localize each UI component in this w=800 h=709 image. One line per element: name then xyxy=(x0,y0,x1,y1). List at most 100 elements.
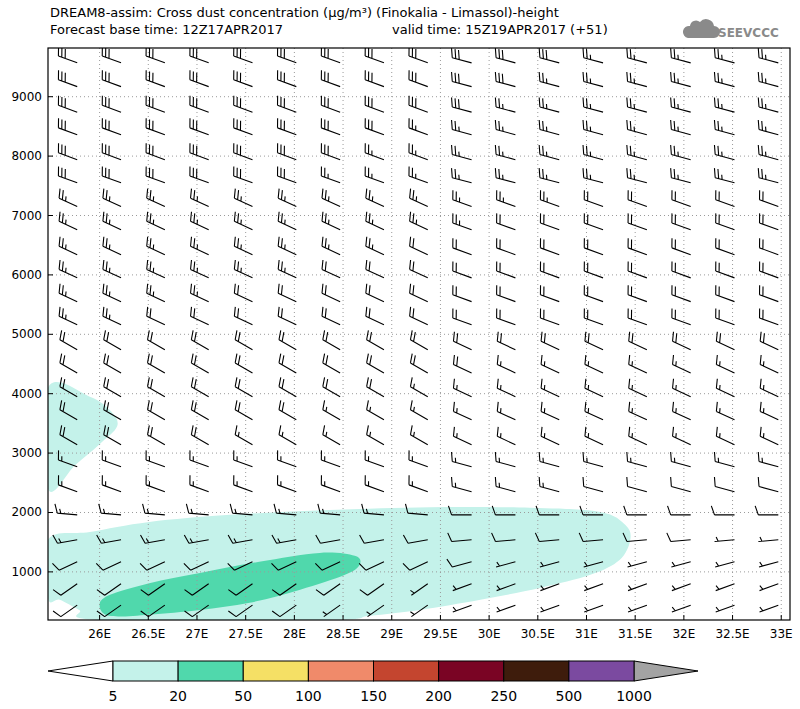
wind-barb xyxy=(365,70,384,86)
barb-staff xyxy=(584,308,603,324)
y-tick xyxy=(48,215,53,216)
barb-staff xyxy=(583,452,603,467)
colorbar-label: 1000 xyxy=(616,688,652,704)
wind-barb xyxy=(453,605,472,612)
wind-barb xyxy=(409,475,428,491)
wind-barb xyxy=(671,120,691,135)
barb-staff xyxy=(453,427,471,445)
barb-staff xyxy=(365,143,384,159)
wind-barb xyxy=(97,535,121,543)
wind-barb xyxy=(716,332,734,350)
wind-barb xyxy=(405,504,427,515)
wind-barb xyxy=(535,533,559,542)
wind-barb xyxy=(409,143,428,159)
wind-barb xyxy=(60,330,77,349)
wind-barb xyxy=(410,330,427,349)
wind-barb xyxy=(148,354,165,373)
wind-barb xyxy=(60,400,77,419)
y-tick xyxy=(48,334,53,335)
wind-barb xyxy=(495,477,515,492)
barb-staff xyxy=(365,166,384,182)
wind-barb xyxy=(758,537,778,542)
grid-line-y xyxy=(48,512,790,513)
barb-staff xyxy=(453,355,471,373)
wind-barb xyxy=(672,605,691,612)
colorbar-label: 250 xyxy=(490,688,517,704)
wind-barb xyxy=(410,377,427,396)
wind-barb xyxy=(673,427,691,445)
wind-barb xyxy=(190,118,209,134)
barb-staff xyxy=(102,143,121,159)
wind-barb xyxy=(715,562,734,567)
wind-barb xyxy=(190,475,209,491)
barb-staff xyxy=(234,307,252,325)
wind-barb xyxy=(497,308,516,324)
barb-staff xyxy=(448,533,472,542)
barb-staff xyxy=(760,402,778,420)
barb-staff xyxy=(140,562,165,570)
colorbar-under xyxy=(48,661,113,681)
barb-staff xyxy=(272,605,296,616)
barb-staff xyxy=(322,260,340,278)
wind-barb xyxy=(228,584,252,595)
barb-staff xyxy=(102,48,121,63)
barb-staff xyxy=(671,168,691,183)
wind-barb xyxy=(191,189,209,207)
colorbar-label: 500 xyxy=(556,688,583,704)
wind-barb xyxy=(760,402,778,420)
barb-staff xyxy=(191,260,209,278)
barb-staff xyxy=(53,584,77,595)
wind-barb xyxy=(228,535,252,543)
wind-barb xyxy=(495,145,515,160)
wind-barb xyxy=(672,190,691,206)
barb-staff xyxy=(453,308,472,324)
barb-staff xyxy=(103,307,121,325)
wind-barb xyxy=(146,450,165,466)
barb-staff xyxy=(497,238,516,254)
x-tick-label: 27E xyxy=(186,627,209,641)
barb-staff xyxy=(623,533,647,542)
wind-barb xyxy=(671,72,691,87)
wind-barb xyxy=(760,213,779,229)
wind-barb xyxy=(714,168,734,183)
wind-barb xyxy=(367,400,384,419)
barb-staff xyxy=(583,477,603,492)
barb-staff xyxy=(321,475,340,491)
barb-staff xyxy=(452,168,472,183)
barb-staff xyxy=(234,237,252,255)
wind-barb xyxy=(185,605,209,616)
barb-staff xyxy=(628,584,647,591)
barb-staff xyxy=(191,189,209,207)
barb-staff xyxy=(146,450,165,466)
barb-staff xyxy=(452,145,472,160)
barb-staff xyxy=(279,354,296,373)
barb-staff xyxy=(323,377,340,396)
barb-staff xyxy=(410,284,428,302)
wind-barb xyxy=(191,377,208,396)
barb-staff xyxy=(410,400,427,419)
barb-staff xyxy=(541,332,559,350)
x-tick-label: 32E xyxy=(672,627,695,641)
barb-staff xyxy=(716,261,735,277)
wind-barb xyxy=(452,120,472,135)
barb-staff xyxy=(146,166,165,182)
wind-barb xyxy=(585,332,603,350)
wind-barb xyxy=(495,452,515,467)
wind-barb xyxy=(540,584,559,591)
wind-barb xyxy=(409,70,428,86)
wind-barb xyxy=(715,537,735,542)
barb-staff xyxy=(410,307,428,325)
wind-barb xyxy=(323,330,340,349)
barb-staff xyxy=(146,70,165,86)
wind-barb xyxy=(453,213,472,229)
wind-barb xyxy=(716,285,735,301)
wind-barb xyxy=(716,355,734,373)
barb-staff xyxy=(716,379,734,397)
barb-staff xyxy=(321,96,340,112)
barb-staff xyxy=(102,96,121,112)
barb-staff xyxy=(366,260,384,278)
wind-barb xyxy=(628,584,647,591)
wind-barb xyxy=(323,400,340,419)
barb-staff xyxy=(235,377,252,396)
wind-barb xyxy=(447,559,472,567)
